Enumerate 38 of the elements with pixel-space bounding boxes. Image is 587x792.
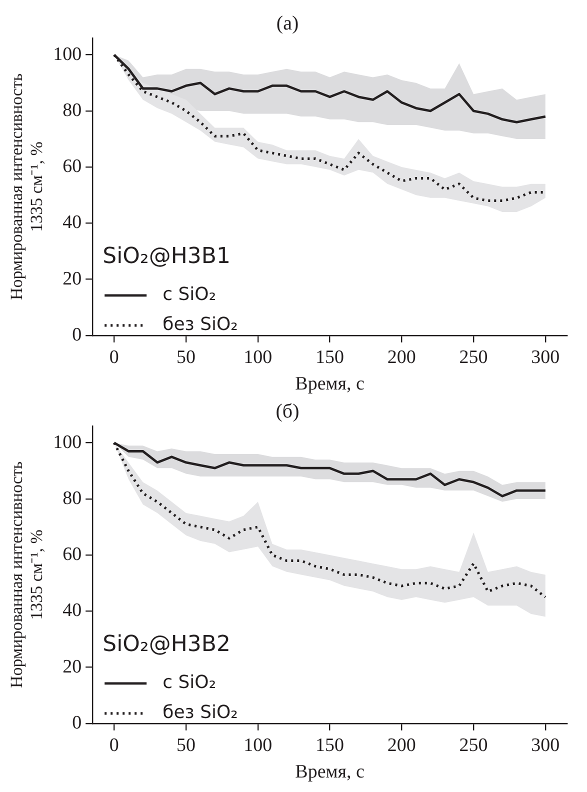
y-tick-label: 40	[62, 600, 82, 622]
y-tick-label: 0	[72, 712, 82, 734]
legend-label: без SiO₂	[162, 702, 238, 724]
x-tick-label: 300	[531, 734, 560, 756]
y-tick-label: 0	[72, 324, 82, 346]
x-tick-label: 250	[459, 734, 488, 756]
x-tick-label: 150	[316, 734, 344, 756]
x-tick-label: 150	[316, 346, 344, 368]
x-tick-label: 100	[244, 346, 272, 368]
x-tick-label: 200	[387, 734, 416, 756]
y-tick-label: 20	[62, 656, 82, 678]
x-tick-label: 0	[109, 346, 119, 368]
x-tick-label: 200	[387, 346, 416, 368]
y-tick-label: 100	[53, 44, 82, 65]
x-axis-title: Время, с	[295, 374, 364, 395]
y-tick-label: 60	[62, 156, 82, 178]
y-axis-title: Нормированная интенсивность 1335 см⁻¹, %	[7, 73, 46, 300]
y-tick-label: 80	[62, 488, 82, 509]
y-axis-title: Нормированная интенсивность 1335 см⁻¹, %	[7, 461, 46, 688]
y-tick-label: 40	[62, 212, 82, 234]
x-axis-title: Время, с	[295, 762, 364, 783]
y-tick-label: 100	[53, 432, 82, 453]
y-tick-label: 60	[62, 544, 82, 566]
legend-title: SiO₂@H3B2	[102, 632, 230, 658]
x-tick-label: 50	[176, 346, 196, 368]
y-tick-label: 80	[62, 100, 82, 121]
legend-label: с SiO₂	[162, 672, 216, 694]
y-tick-label: 20	[62, 268, 82, 290]
x-tick-label: 300	[531, 346, 560, 368]
chart-title: (a)	[276, 12, 299, 34]
legend-label: с SiO₂	[162, 284, 216, 306]
legend-label: без SiO₂	[162, 314, 238, 336]
x-tick-label: 250	[459, 346, 488, 368]
legend-title: SiO₂@H3B1	[102, 244, 230, 270]
chart-title: (б)	[276, 400, 300, 422]
x-tick-label: 0	[109, 734, 119, 756]
x-tick-label: 100	[244, 734, 272, 756]
x-tick-label: 50	[176, 734, 196, 756]
